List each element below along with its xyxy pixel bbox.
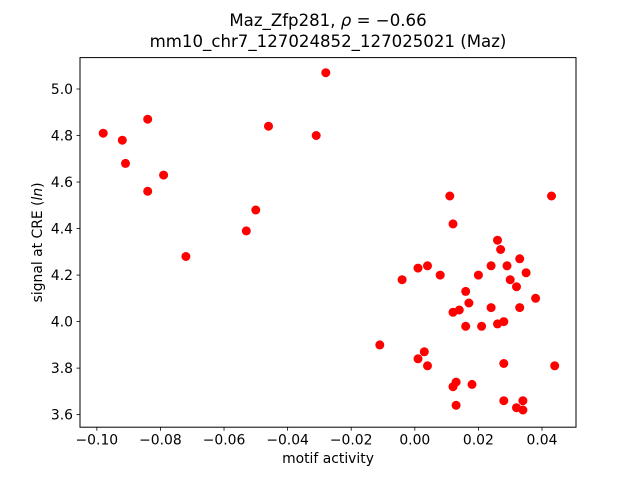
data-point [499,317,509,327]
y-tick-label: 4.6 [51,175,73,191]
chart-subtitle: mm10_chr7_127024852_127025021 (Maz) [150,32,507,52]
data-point [98,128,108,138]
data-point [143,186,153,196]
y-tick-label: 3.8 [51,361,73,377]
x-tick-label: 0.00 [399,433,430,449]
data-point [461,286,471,296]
plot-area [79,57,577,428]
data-point [423,361,432,371]
y-tick-label: 4.0 [51,315,73,331]
data-point [496,245,506,254]
data-point [121,158,130,168]
y-tick-label: 4.2 [51,268,73,284]
data-points [98,68,560,415]
data-point [241,226,251,236]
chart-title: Maz_Zfp281, ρ = −0.66 [229,11,426,31]
y-axis-label-suffix: ) [30,182,46,187]
data-point [435,270,445,280]
data-point [521,268,531,278]
data-point [448,219,458,229]
x-axis-label: motif activity [282,451,374,467]
data-point [499,359,509,368]
data-point [419,347,429,357]
chart-title-rho: ρ [341,11,352,30]
data-point [251,205,261,215]
x-tick-label: −0.08 [139,433,182,449]
x-tick-label: −0.04 [266,433,309,449]
data-point [515,303,525,313]
data-point [505,275,515,285]
data-point [321,68,331,78]
data-point [181,252,191,261]
data-point [515,254,525,264]
data-point [550,361,560,371]
chart-title-suffix: = −0.66 [351,11,426,30]
data-point [493,235,502,245]
x-tick-label: −0.06 [203,433,246,449]
data-point [264,121,273,131]
data-point [461,321,471,331]
data-point [445,191,455,201]
x-tick-label: −0.02 [330,433,373,449]
data-point [547,191,556,201]
y-axis-ticks: 3.6 3.8 4.0 4.2 4.4 4.6 4.8 5.0 [51,82,80,424]
data-point [423,261,432,271]
x-tick-label: −0.10 [76,433,119,449]
data-point [477,321,487,331]
y-tick-label: 4.4 [51,222,73,238]
y-tick-label: 3.6 [51,408,73,424]
y-tick-label: 5.0 [51,82,73,98]
data-point [486,261,496,271]
y-axis-label-italic: ln [30,188,46,201]
x-tick-label: 0.04 [527,433,558,449]
chart-title-prefix: Maz_Zfp281, [229,11,340,31]
data-point [117,135,127,145]
y-tick-label: 4.8 [51,129,73,145]
data-point [143,114,153,124]
data-point [451,400,461,410]
data-point [448,307,458,317]
x-tick-label: 0.02 [463,433,494,449]
data-point [311,131,321,140]
data-point [512,282,521,292]
data-point [499,396,509,406]
data-point [375,340,385,350]
data-point [413,263,423,273]
data-point [502,261,512,271]
data-point [448,382,458,392]
x-axis-ticks: −0.10 −0.08 −0.06 −0.04 −0.02 0.00 0.02 0.04 [76,427,558,449]
data-point [464,298,474,308]
data-point [486,303,496,313]
data-point [397,275,407,285]
data-point [159,170,169,180]
y-axis-label-prefix: signal at CRE ( [30,201,46,303]
data-point [467,379,477,389]
data-point [473,270,483,280]
data-point [531,293,541,303]
data-point [413,354,423,364]
data-point [518,405,528,415]
data-point [518,396,528,406]
y-axis-label: signal at CRE (ln) [30,182,46,302]
